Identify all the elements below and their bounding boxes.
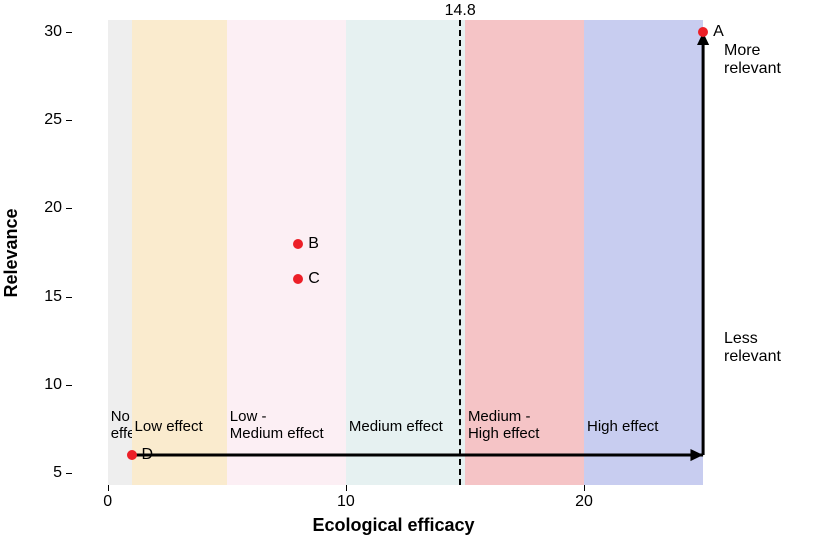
y-tick bbox=[66, 32, 72, 33]
y-tick bbox=[66, 473, 72, 474]
x-tick-label: 10 bbox=[337, 493, 355, 511]
arrow-vertical bbox=[72, 20, 715, 485]
point-label-B: B bbox=[308, 235, 319, 253]
x-tick bbox=[108, 485, 109, 491]
point-label-D: D bbox=[142, 446, 154, 464]
y-tick bbox=[66, 120, 72, 121]
x-tick bbox=[346, 485, 347, 491]
annotation-1: Less relevant bbox=[724, 330, 781, 367]
x-tick-label: 20 bbox=[575, 493, 593, 511]
chart-figure: No effectLow effectLow - Medium effectMe… bbox=[0, 0, 822, 558]
y-tick-label: 5 bbox=[53, 464, 62, 482]
y-tick-label: 25 bbox=[44, 111, 62, 129]
y-tick-label: 10 bbox=[44, 376, 62, 394]
y-tick bbox=[66, 385, 72, 386]
point-D bbox=[127, 450, 137, 460]
threshold-label: 14.8 bbox=[445, 2, 476, 20]
point-C bbox=[293, 274, 303, 284]
point-label-A: A bbox=[713, 23, 724, 41]
y-tick-label: 15 bbox=[44, 288, 62, 306]
y-tick bbox=[66, 208, 72, 209]
point-B bbox=[293, 239, 303, 249]
y-tick-label: 20 bbox=[44, 199, 62, 217]
point-A bbox=[698, 27, 708, 37]
x-tick bbox=[584, 485, 585, 491]
annotation-0: More relevant bbox=[724, 42, 781, 79]
y-tick bbox=[66, 297, 72, 298]
x-axis-title: Ecological efficacy bbox=[312, 515, 474, 536]
point-label-C: C bbox=[308, 270, 320, 288]
y-tick-label: 30 bbox=[44, 23, 62, 41]
plot-area: No effectLow effectLow - Medium effectMe… bbox=[72, 20, 715, 485]
x-tick-label: 0 bbox=[103, 493, 112, 511]
y-axis-title: Relevance bbox=[1, 208, 22, 297]
